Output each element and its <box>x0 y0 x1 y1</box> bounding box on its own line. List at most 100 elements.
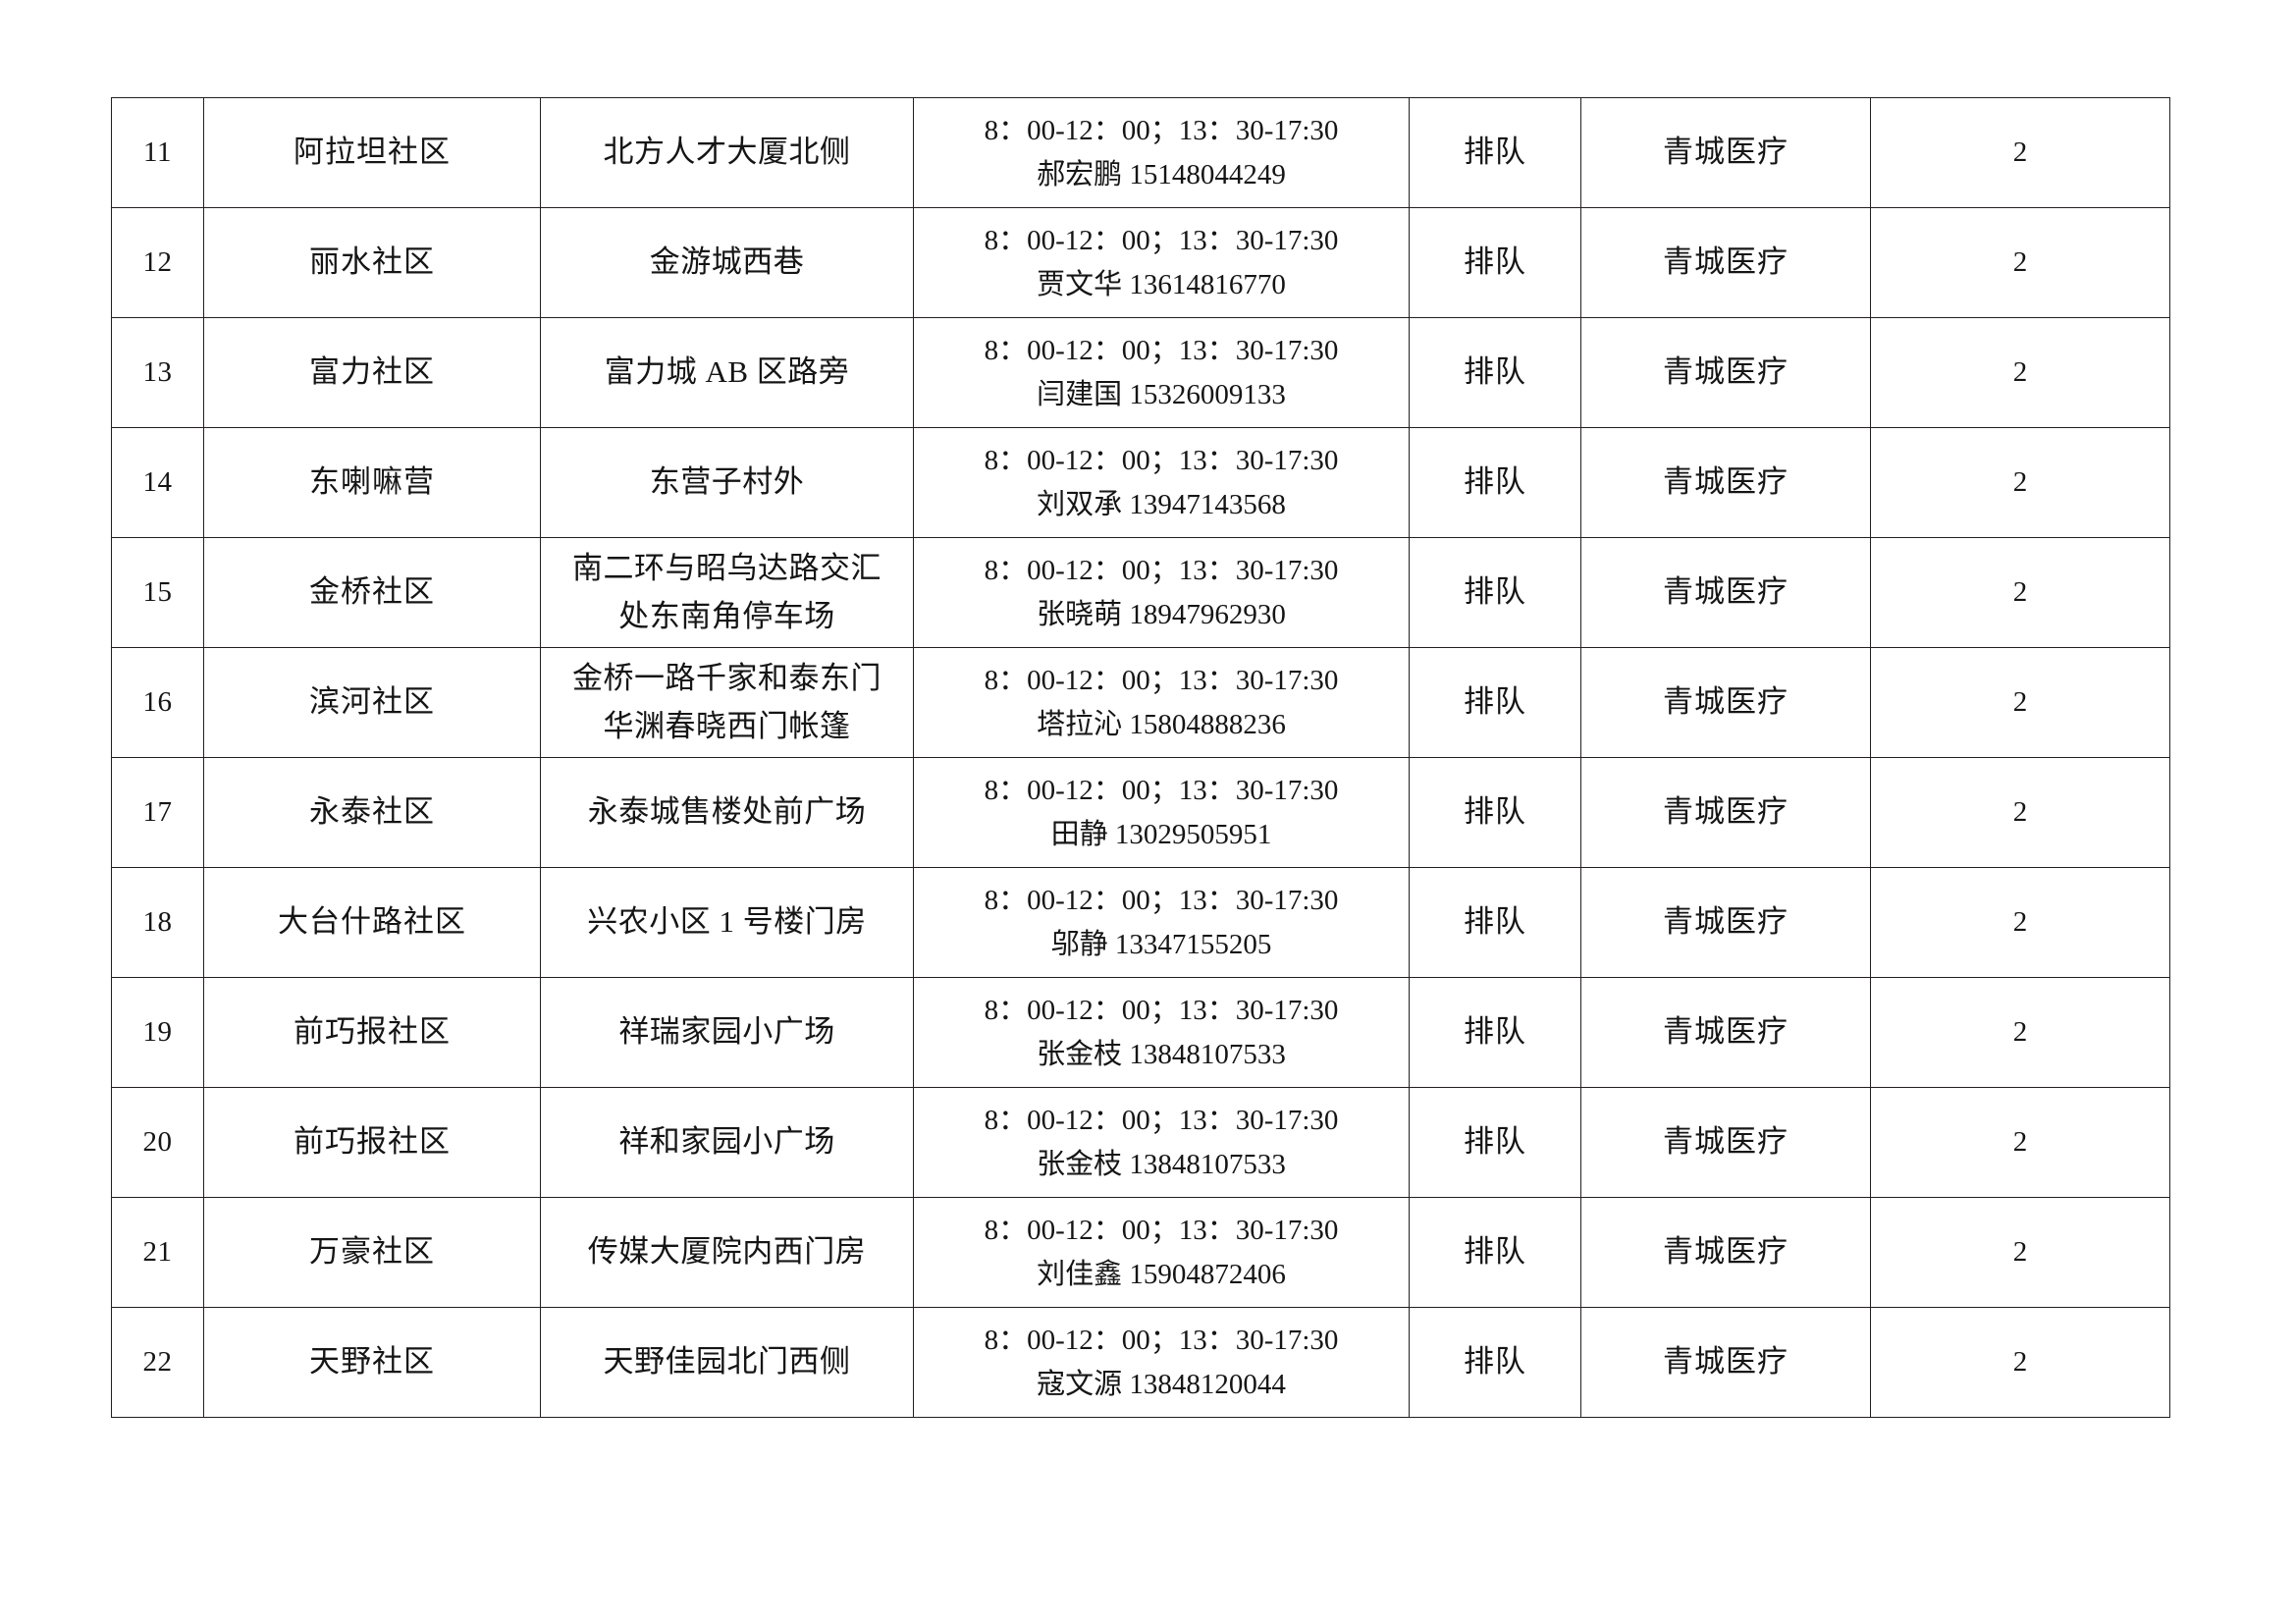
cell-index: 14 <box>111 427 204 538</box>
address-line: 兴农小区 1 号楼门房 <box>587 904 867 940</box>
cell-address: 兴农小区 1 号楼门房 <box>540 867 914 978</box>
cell-schedule: 8：00-12：00；13：30-17:30 张金枝 13848107533 <box>913 1087 1410 1198</box>
sampling-time: 8：00-12：00；13：30-17:30 <box>984 1104 1339 1136</box>
cell-organization: 青城医疗 <box>1580 97 1871 208</box>
cell-schedule: 8：00-12：00；13：30-17:30 张晓萌 18947962930 <box>913 537 1410 648</box>
cell-schedule: 8：00-12：00；13：30-17:30 邬静 13347155205 <box>913 867 1410 978</box>
cell-organization: 青城医疗 <box>1580 977 1871 1088</box>
contact-person-and-phone: 田静 13029505951 <box>1050 818 1272 850</box>
cell-mode: 排队 <box>1409 427 1581 538</box>
sampling-points-table: 11 阿拉坦社区 北方人才大厦北侧 8：00-12：00；13：30-17:30 郝宏鹏… <box>111 97 2170 1418</box>
sampling-time: 8：00-12：00；13：30-17:30 <box>984 334 1339 366</box>
cell-index: 16 <box>111 647 204 758</box>
table-row: 17 永泰社区 永泰城售楼处前广场 8：00-12：00；13：30-17:30 田静 … <box>111 757 2170 868</box>
cell-community-name: 永泰社区 <box>203 757 541 868</box>
address-line: 传媒大厦院内西门房 <box>587 1234 867 1270</box>
cell-address: 天野佳园北门西侧 <box>540 1307 914 1418</box>
table-row: 19 前巧报社区 祥瑞家园小广场 8：00-12：00；13：30-17:30 张金枝 … <box>111 977 2170 1088</box>
cell-index: 18 <box>111 867 204 978</box>
address-line: 金游城西巷 <box>649 244 805 280</box>
table-row: 12 丽水社区 金游城西巷 8：00-12：00；13：30-17:30 贾文华 136… <box>111 207 2170 318</box>
cell-address: 永泰城售楼处前广场 <box>540 757 914 868</box>
table-body: 11 阿拉坦社区 北方人才大厦北侧 8：00-12：00；13：30-17:30 郝宏鹏… <box>111 97 2170 1418</box>
contact-person-and-phone: 张金枝 13848107533 <box>1037 1038 1286 1070</box>
cell-community-name: 大台什路社区 <box>203 867 541 978</box>
cell-point-count: 2 <box>1870 977 2170 1088</box>
cell-index: 21 <box>111 1197 204 1308</box>
cell-address: 祥和家园小广场 <box>540 1087 914 1198</box>
cell-mode: 排队 <box>1409 1197 1581 1308</box>
cell-index: 11 <box>111 97 204 208</box>
cell-address: 传媒大厦院内西门房 <box>540 1197 914 1308</box>
sampling-time: 8：00-12：00；13：30-17:30 <box>984 774 1339 806</box>
cell-organization: 青城医疗 <box>1580 537 1871 648</box>
cell-mode: 排队 <box>1409 1087 1581 1198</box>
cell-organization: 青城医疗 <box>1580 427 1871 538</box>
contact-person-and-phone: 郝宏鹏 15148044249 <box>1037 158 1286 190</box>
table-row: 20 前巧报社区 祥和家园小广场 8：00-12：00；13：30-17:30 张金枝 … <box>111 1087 2170 1198</box>
sampling-points-table-container: 11 阿拉坦社区 北方人才大厦北侧 8：00-12：00；13：30-17:30 郝宏鹏… <box>111 97 2170 1418</box>
address-line: 祥瑞家园小广场 <box>618 1014 835 1050</box>
cell-mode: 排队 <box>1409 537 1581 648</box>
sampling-time: 8：00-12：00；13：30-17:30 <box>984 994 1339 1026</box>
table-row: 21 万豪社区 传媒大厦院内西门房 8：00-12：00；13：30-17:30 刘佳鑫… <box>111 1197 2170 1308</box>
cell-community-name: 滨河社区 <box>203 647 541 758</box>
cell-schedule: 8：00-12：00；13：30-17:30 闫建国 15326009133 <box>913 317 1410 428</box>
cell-mode: 排队 <box>1409 317 1581 428</box>
cell-schedule: 8：00-12：00；13：30-17:30 寇文源 13848120044 <box>913 1307 1410 1418</box>
cell-point-count: 2 <box>1870 1197 2170 1308</box>
cell-index: 19 <box>111 977 204 1088</box>
cell-community-name: 东喇嘛营 <box>203 427 541 538</box>
address-line: 富力城 AB 区路旁 <box>604 354 850 390</box>
cell-address: 金游城西巷 <box>540 207 914 318</box>
address-line: 永泰城售楼处前广场 <box>587 794 867 830</box>
cell-index: 13 <box>111 317 204 428</box>
table-row: 18 大台什路社区 兴农小区 1 号楼门房 8：00-12：00；13：30-17:3… <box>111 867 2170 978</box>
cell-mode: 排队 <box>1409 977 1581 1088</box>
sampling-time: 8：00-12：00；13：30-17:30 <box>984 664 1339 696</box>
cell-schedule: 8：00-12：00；13：30-17:30 张金枝 13848107533 <box>913 977 1410 1088</box>
cell-schedule: 8：00-12：00；13：30-17:30 刘双承 13947143568 <box>913 427 1410 538</box>
address-line: 祥和家园小广场 <box>618 1124 835 1160</box>
cell-address: 祥瑞家园小广场 <box>540 977 914 1088</box>
contact-person-and-phone: 闫建国 15326009133 <box>1037 378 1286 410</box>
cell-mode: 排队 <box>1409 207 1581 318</box>
cell-address: 富力城 AB 区路旁 <box>540 317 914 428</box>
cell-point-count: 2 <box>1870 1087 2170 1198</box>
cell-index: 15 <box>111 537 204 648</box>
cell-community-name: 前巧报社区 <box>203 1087 541 1198</box>
cell-organization: 青城医疗 <box>1580 1087 1871 1198</box>
cell-community-name: 前巧报社区 <box>203 977 541 1088</box>
table-row: 15 金桥社区 南二环与昭乌达路交汇 处东南角停车场 8：00-12：00；13：30-… <box>111 537 2170 648</box>
cell-index: 20 <box>111 1087 204 1198</box>
contact-person-and-phone: 刘双承 13947143568 <box>1037 488 1286 520</box>
cell-point-count: 2 <box>1870 867 2170 978</box>
cell-community-name: 丽水社区 <box>203 207 541 318</box>
cell-schedule: 8：00-12：00；13：30-17:30 田静 13029505951 <box>913 757 1410 868</box>
cell-organization: 青城医疗 <box>1580 757 1871 868</box>
cell-point-count: 2 <box>1870 317 2170 428</box>
cell-mode: 排队 <box>1409 647 1581 758</box>
table-row: 16 滨河社区 金桥一路千家和泰东门 华渊春晓西门帐篷 8：00-12：00；13：30… <box>111 647 2170 758</box>
cell-address: 北方人才大厦北侧 <box>540 97 914 208</box>
contact-person-and-phone: 邬静 13347155205 <box>1050 928 1272 960</box>
cell-mode: 排队 <box>1409 867 1581 978</box>
cell-organization: 青城医疗 <box>1580 1197 1871 1308</box>
contact-person-and-phone: 刘佳鑫 15904872406 <box>1037 1258 1286 1290</box>
contact-person-and-phone: 张金枝 13848107533 <box>1037 1148 1286 1180</box>
cell-point-count: 2 <box>1870 207 2170 318</box>
cell-schedule: 8：00-12：00；13：30-17:30 刘佳鑫 15904872406 <box>913 1197 1410 1308</box>
contact-person-and-phone: 塔拉沁 15804888236 <box>1037 708 1286 740</box>
cell-address: 金桥一路千家和泰东门 华渊春晓西门帐篷 <box>540 647 914 758</box>
cell-organization: 青城医疗 <box>1580 647 1871 758</box>
sampling-time: 8：00-12：00；13：30-17:30 <box>984 1214 1339 1246</box>
sampling-time: 8：00-12：00；13：30-17:30 <box>984 114 1339 146</box>
sampling-time: 8：00-12：00；13：30-17:30 <box>984 554 1339 586</box>
cell-organization: 青城医疗 <box>1580 207 1871 318</box>
sampling-time: 8：00-12：00；13：30-17:30 <box>984 444 1339 476</box>
address-line: 南二环与昭乌达路交汇 <box>572 551 881 586</box>
cell-organization: 青城医疗 <box>1580 1307 1871 1418</box>
cell-community-name: 金桥社区 <box>203 537 541 648</box>
address-line: 华渊春晓西门帐篷 <box>603 708 851 743</box>
